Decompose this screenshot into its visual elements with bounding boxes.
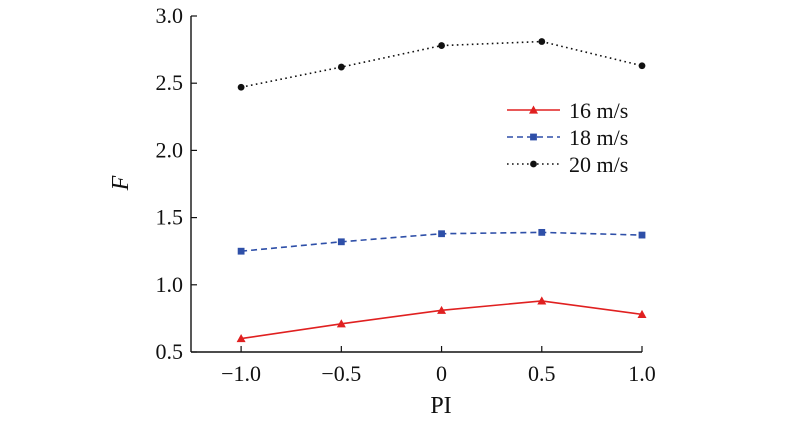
data-point: [437, 305, 447, 314]
x-tick-label: 0: [436, 361, 447, 386]
y-tick-label: 0.5: [156, 339, 184, 364]
data-point: [236, 334, 246, 343]
data-point: [538, 228, 546, 236]
series-2: [237, 228, 646, 255]
data-point: [337, 238, 345, 246]
series-layer: [236, 38, 647, 343]
legend: 16 m/s18 m/s20 m/s: [507, 98, 628, 177]
x-axis-label: PI: [430, 393, 451, 419]
data-point: [237, 247, 245, 255]
data-point: [538, 38, 546, 45]
data-point: [336, 319, 346, 328]
y-tick-label: 1.5: [156, 205, 184, 230]
legend-label: 18 m/s: [569, 125, 628, 150]
legend-label: 20 m/s: [569, 152, 628, 177]
y-axis-label: F: [108, 175, 134, 191]
data-point: [638, 62, 646, 70]
series-1: [236, 296, 647, 343]
legend-marker: [530, 133, 537, 141]
y-tick-label: 2.0: [156, 137, 184, 162]
x-tick-label: 0.5: [528, 361, 556, 386]
data-point: [637, 309, 647, 318]
data-point: [438, 230, 445, 238]
data-point: [638, 231, 646, 239]
legend-label: 16 m/s: [569, 98, 628, 123]
series-3: [237, 38, 646, 91]
y-tick-label: 1.0: [156, 272, 184, 297]
data-point: [537, 296, 547, 305]
y-tick-label: 3.0: [156, 3, 184, 28]
x-tick-label: 1.0: [628, 361, 656, 386]
legend-marker: [529, 105, 538, 114]
x-tick-label: −0.5: [321, 361, 361, 386]
data-point: [237, 83, 245, 91]
legend-marker: [530, 160, 537, 168]
axes: 0.5 1.0 1.5 2.0 2.5 3.0 −1.0 −0.5 0 0.5 1.0: [156, 3, 656, 386]
y-tick-label: 2.5: [156, 70, 184, 95]
data-point: [337, 63, 345, 71]
data-point: [438, 42, 445, 49]
x-tick-label: −1.0: [221, 361, 261, 386]
